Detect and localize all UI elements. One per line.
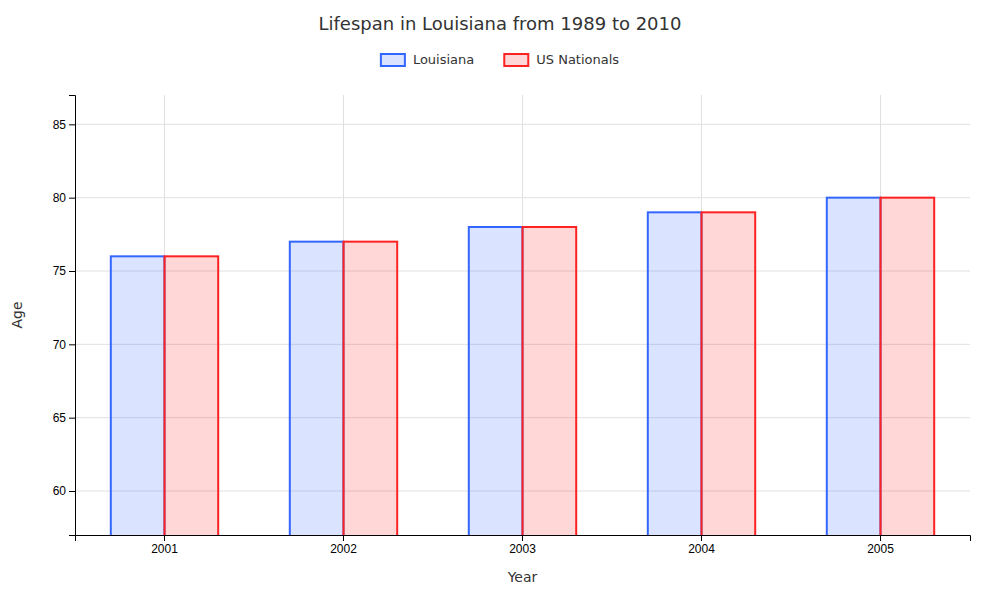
y-axis-title: Age (9, 301, 25, 328)
y-tick: 65 (53, 411, 75, 425)
x-tick: 2003 (509, 535, 536, 556)
y-tick: 85 (53, 118, 75, 132)
bars (111, 198, 934, 535)
x-tick-label: 2002 (330, 542, 357, 556)
legend: Louisiana US Nationals (381, 52, 619, 67)
bar (523, 227, 577, 535)
x-axis-title: Year (507, 569, 538, 585)
plot: 2001 2002 2003 2004 2005 60 65 70 75 80 85 (53, 95, 971, 600)
bar (827, 198, 881, 535)
y-tick: 60 (53, 484, 75, 498)
y-tick-label: 75 (53, 264, 67, 278)
x-tick-label: 2004 (688, 542, 715, 556)
bar (881, 198, 935, 535)
y-tick: 70 (53, 338, 75, 352)
y-tick-mark (69, 418, 75, 419)
x-tick: 2004 (688, 535, 715, 556)
x-tick: 2001 (151, 535, 178, 556)
y-tick: 80 (53, 191, 75, 205)
y-tick-label: 70 (53, 338, 67, 352)
bar (165, 256, 219, 535)
x-tick-mark (164, 535, 165, 541)
y-tick-label: 80 (53, 191, 67, 205)
y-tick-label: 65 (53, 411, 67, 425)
bar-series (111, 198, 881, 535)
bar (469, 227, 523, 535)
title: Lifespan in Louisiana from 1989 to 2010 (319, 13, 682, 34)
legend-label: Louisiana (413, 52, 474, 67)
bar (702, 212, 756, 535)
y-axis: 60 65 70 75 80 85 (53, 96, 76, 536)
x-tick-mark (343, 535, 344, 541)
x-tick: 2005 (867, 535, 894, 556)
bar (344, 242, 398, 535)
legend-item: Louisiana (381, 52, 474, 67)
bar (648, 212, 702, 535)
x-tick-mark (522, 535, 523, 541)
legend-label: US Nationals (536, 52, 619, 67)
bar (111, 256, 165, 535)
y-tick-label: 60 (53, 484, 67, 498)
x-axis: 2001 2002 2003 2004 2005 (76, 535, 971, 556)
y-tick-mark (69, 124, 75, 125)
legend-item: US Nationals (504, 52, 619, 67)
y-tick: 75 (53, 264, 75, 278)
legend-swatch (381, 54, 405, 66)
y-axis-line (69, 96, 76, 536)
x-tick-label: 2003 (509, 542, 536, 556)
legend-swatch (504, 54, 528, 66)
x-tick-mark (880, 535, 881, 541)
x-tick-mark (701, 535, 702, 541)
x-axis-line (76, 536, 971, 542)
x-tick: 2002 (330, 535, 357, 556)
chart: 2001 2002 2003 2004 2005 60 65 70 75 80 85 Lifespan… (0, 0, 1000, 600)
bar-series (165, 198, 935, 535)
x-tick-label: 2001 (151, 542, 178, 556)
y-tick-mark (69, 344, 75, 345)
x-tick-label: 2005 (867, 542, 894, 556)
y-tick-mark (69, 271, 75, 272)
y-tick-mark (69, 491, 75, 492)
y-tick-mark (69, 198, 75, 199)
y-tick-label: 85 (53, 118, 67, 132)
bar (290, 242, 344, 535)
